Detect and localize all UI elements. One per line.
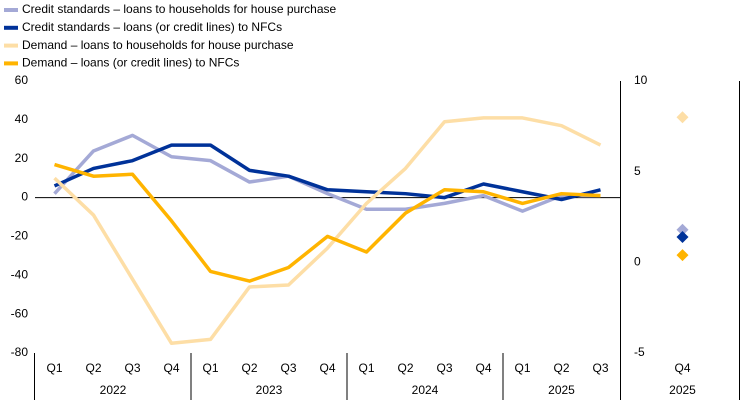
series-line bbox=[53, 116, 602, 346]
diamond-marker bbox=[676, 111, 689, 124]
diamond-marker bbox=[676, 249, 689, 262]
x-tick-label: Q4 bbox=[674, 361, 690, 375]
x-tick-label: Q2 bbox=[397, 361, 413, 375]
legend-label: Demand – loans (or credit lines) to NFCs bbox=[22, 56, 239, 70]
y-tick-label: 40 bbox=[15, 112, 29, 126]
x-tick-label: Q3 bbox=[280, 361, 296, 375]
x-group-label: 2024 bbox=[412, 383, 439, 397]
x-tick-label: Q3 bbox=[592, 361, 608, 375]
y-tick-label: -80 bbox=[11, 345, 29, 359]
x-group-label: 2025 bbox=[669, 383, 696, 397]
y-tick-label: -5 bbox=[634, 345, 645, 359]
y-tick-label: 60 bbox=[15, 73, 29, 87]
diamond-marker bbox=[676, 223, 689, 236]
x-tick-label: Q1 bbox=[202, 361, 218, 375]
series-line bbox=[53, 143, 601, 202]
y-tick-label: 5 bbox=[634, 164, 641, 178]
y-tick-label: 20 bbox=[15, 151, 29, 165]
legend-label: Credit standards – loans (or credit line… bbox=[22, 20, 282, 34]
x-group-label: 2022 bbox=[100, 383, 127, 397]
diamond-marker bbox=[676, 230, 689, 243]
y-tick-label: -60 bbox=[11, 306, 29, 320]
x-tick-label: Q2 bbox=[241, 361, 257, 375]
legend-label: Demand – loans to households for house p… bbox=[22, 38, 294, 52]
x-tick-label: Q1 bbox=[46, 361, 62, 375]
x-tick-label: Q1 bbox=[514, 361, 530, 375]
series-line bbox=[53, 162, 601, 283]
x-group-label: 2023 bbox=[256, 383, 283, 397]
y-tick-label: -40 bbox=[11, 267, 29, 281]
x-tick-label: Q2 bbox=[553, 361, 569, 375]
x-tick-label: Q3 bbox=[124, 361, 140, 375]
y-tick-label: 0 bbox=[21, 190, 28, 204]
x-tick-label: Q2 bbox=[85, 361, 101, 375]
legend-label: Credit standards – loans to households f… bbox=[22, 2, 337, 16]
x-tick-label: Q1 bbox=[358, 361, 374, 375]
x-tick-label: Q4 bbox=[319, 361, 335, 375]
x-tick-label: Q4 bbox=[163, 361, 179, 375]
y-tick-label: -20 bbox=[11, 229, 29, 243]
series-line bbox=[53, 133, 601, 213]
y-tick-label: 10 bbox=[634, 73, 648, 87]
x-tick-label: Q3 bbox=[436, 361, 452, 375]
x-tick-label: Q4 bbox=[475, 361, 491, 375]
y-tick-label: 0 bbox=[634, 255, 641, 269]
x-group-label: 2025 bbox=[548, 383, 575, 397]
